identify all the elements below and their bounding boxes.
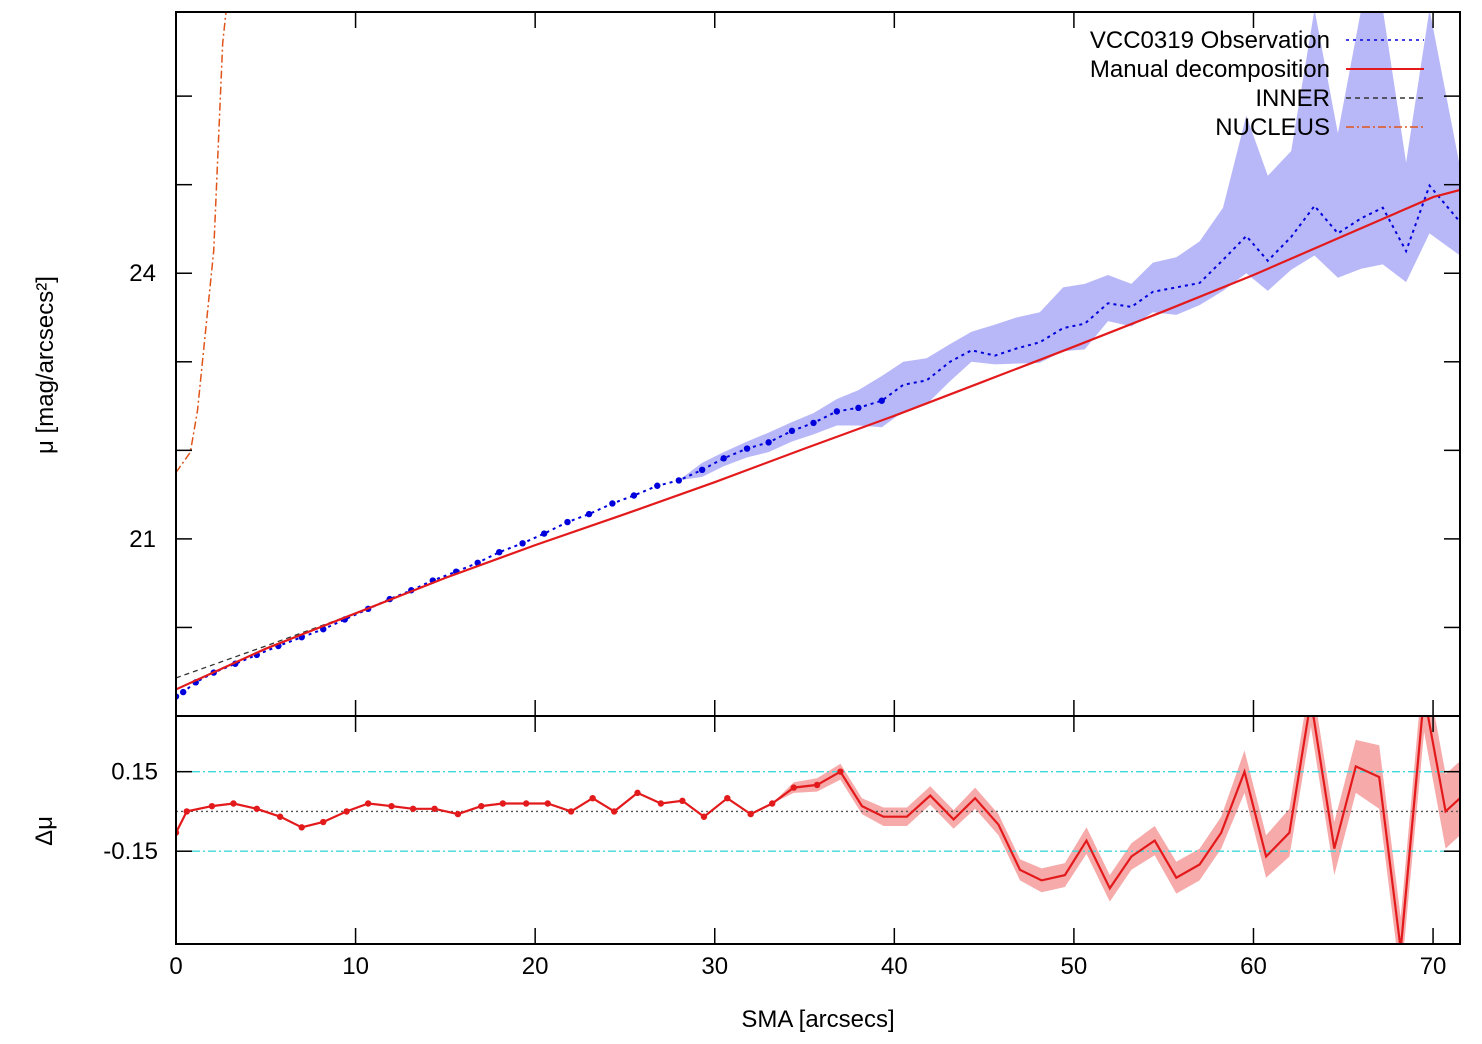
observation-point [519,540,526,547]
bottom-panel-frame [175,715,1461,945]
observation-point [675,477,683,484]
residual-point [567,808,575,815]
y-tick-label: 21 [129,526,156,553]
observation-point [788,427,796,435]
residual-point [454,810,462,818]
residual-line [176,716,1460,944]
observation-point [698,466,706,474]
residual-point [343,808,350,815]
residual-point [298,824,305,831]
residual-point [544,800,551,807]
observation-point [810,419,817,427]
residual-point [522,800,530,807]
residual-point [657,800,665,807]
nucleus-line [176,12,227,473]
residual-point [679,797,686,805]
residual-point [320,818,327,826]
residual-point [790,784,797,791]
residual-point [724,794,731,802]
x-tick-label: 60 [1240,953,1267,980]
residual-point [478,802,485,810]
legend-label: NUCLEUS [1215,114,1330,141]
legend-label: INNER [1255,85,1330,112]
x-tick-label: 30 [701,953,728,980]
residual-point [837,768,844,775]
residual-point [610,808,618,815]
x-tick-label: 50 [1061,953,1088,980]
residual-point [813,781,821,789]
residual-point [589,794,596,802]
residual-point [499,800,507,807]
residual-point [276,813,284,820]
x-axis-label: SMA [arcsecs] [741,1006,894,1033]
observation-point [585,510,593,518]
residual-point [208,802,216,810]
residual-point [431,805,438,812]
legend-label: Manual decomposition [1090,56,1330,83]
residual-point [409,805,417,812]
residual-error-band [176,716,1460,944]
observation-point [878,397,885,404]
residual-point [183,808,190,815]
x-tick-label: 0 [169,953,182,980]
observation-point [630,492,638,499]
residual-point [364,800,372,807]
residual-point [230,800,237,807]
residual-point [700,813,708,820]
y-axis-label-bottom: Δμ [31,816,58,846]
bottom-plot-area [176,716,1460,944]
observation-point [720,455,727,462]
manual-decomposition-line [176,188,1460,691]
residual-point [388,802,395,810]
x-tick-label: 40 [881,953,908,980]
observation-point [540,530,548,537]
y-tick-label: 24 [129,260,156,287]
observation-point [855,404,862,412]
residual-y-tick-label: 0.15 [111,759,158,786]
top-plot-area [176,12,1460,700]
observation-point [743,445,751,452]
y-axis-label-top: μ [mag/arcsecs²] [32,276,59,454]
x-tick-label: 10 [342,953,369,980]
x-tick-label: 20 [522,953,549,980]
observation-point [496,548,503,556]
observation-point [609,500,616,507]
observation-point [765,439,772,446]
observation-point [564,518,571,526]
x-tick-label: 70 [1420,953,1447,980]
residual-point [747,810,754,818]
observation-error-band [176,12,1460,697]
residual-panel: 0.15 -0.15 0 10 20 30 40 50 60 70 [103,715,1461,980]
observation-point [179,688,187,696]
legend-label: VCC0319 Observation [1090,27,1330,54]
residual-point [634,789,641,797]
observation-point [654,482,661,489]
residual-point [769,800,776,807]
residual-point [253,805,261,812]
residual-y-tick-label: -0.15 [103,838,158,865]
observation-point [833,408,841,415]
